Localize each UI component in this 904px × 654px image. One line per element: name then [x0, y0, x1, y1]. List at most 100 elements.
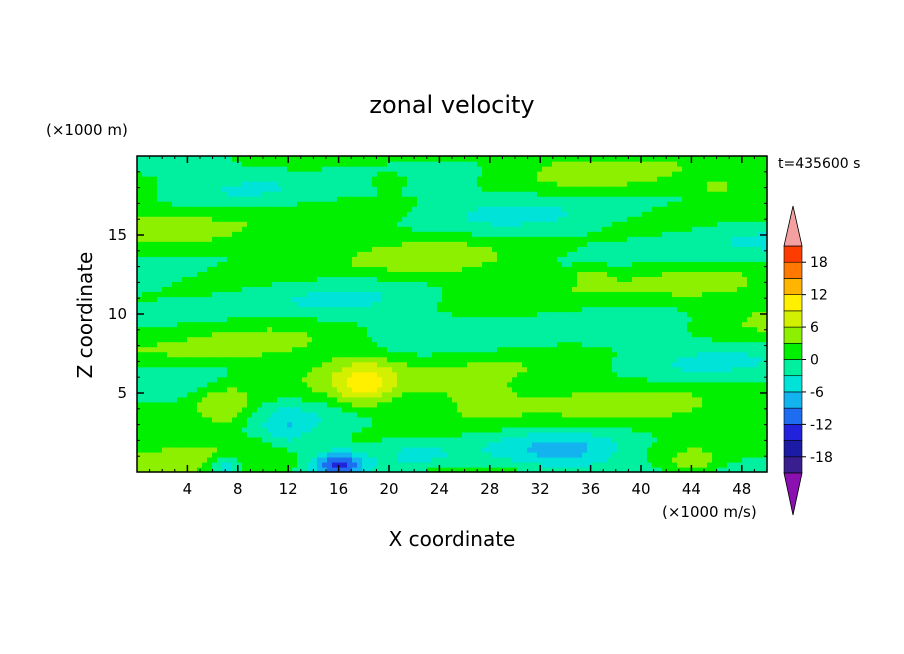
field-cell [467, 461, 473, 468]
field-cell [337, 386, 343, 393]
field-cell [167, 401, 173, 408]
field-cell [372, 306, 378, 313]
field-cell [712, 361, 718, 368]
field-cell [667, 281, 673, 288]
field-cell [197, 271, 203, 277]
field-cell [467, 396, 473, 403]
field-cell [557, 386, 563, 393]
field-cell [152, 451, 158, 458]
field-cell [567, 306, 573, 313]
field-cell [217, 411, 223, 418]
field-cell [477, 426, 483, 433]
field-cell [162, 461, 168, 468]
field-cell [302, 431, 308, 438]
field-cell [567, 286, 573, 293]
field-cell [337, 396, 343, 403]
field-cell [337, 406, 343, 413]
field-cell [257, 401, 263, 408]
field-cell [482, 331, 488, 338]
field-cell [482, 441, 488, 448]
field-cell [227, 356, 233, 363]
field-cell [242, 316, 248, 323]
field-cell [622, 461, 628, 468]
field-cell [337, 371, 343, 378]
field-cell [447, 386, 453, 393]
field-cell [592, 416, 598, 423]
field-cell [617, 406, 623, 413]
field-cell [252, 376, 258, 383]
field-cell [357, 376, 363, 383]
field-cell [502, 316, 508, 323]
field-cell [637, 396, 643, 403]
field-cell [747, 321, 753, 328]
field-cell [337, 311, 343, 318]
field-cell [732, 286, 738, 293]
field-cell [682, 421, 688, 428]
field-cell [472, 346, 478, 353]
field-cell [452, 301, 458, 308]
field-cell [502, 396, 508, 403]
field-cell [662, 276, 668, 282]
field-cell [547, 281, 553, 288]
field-cell [172, 336, 178, 343]
field-cell [427, 296, 433, 303]
field-cell [227, 371, 233, 378]
field-cell [607, 281, 613, 288]
field-cell [532, 416, 538, 423]
field-cell [632, 316, 638, 323]
field-cell [617, 336, 623, 343]
field-cell [212, 411, 218, 418]
field-cell [377, 386, 383, 393]
field-cell [172, 286, 178, 293]
field-cell [537, 366, 543, 373]
field-cell [217, 406, 223, 413]
field-cell [237, 426, 243, 433]
field-cell [387, 376, 393, 383]
field-cell [717, 456, 723, 463]
field-cell [157, 326, 163, 333]
field-cell [462, 431, 468, 438]
field-cell [377, 381, 383, 388]
field-cell [682, 346, 688, 353]
field-cell [652, 446, 658, 453]
field-cell [347, 326, 353, 333]
field-cell [587, 396, 593, 403]
field-cell [697, 306, 703, 313]
field-cell [232, 466, 238, 473]
field-cell [567, 301, 573, 308]
field-cell [392, 461, 398, 468]
field-cell [557, 296, 563, 303]
field-cell [512, 271, 518, 277]
field-cell [537, 291, 543, 298]
field-cell [742, 336, 748, 343]
field-cell [612, 306, 618, 313]
field-cell [342, 376, 348, 383]
field-cell [562, 281, 568, 288]
field-cell [392, 371, 398, 378]
field-cell [262, 361, 268, 368]
field-cell [137, 346, 143, 353]
field-cell [727, 401, 733, 408]
field-cell [302, 281, 308, 288]
field-cell [217, 466, 223, 473]
field-cell [317, 311, 323, 318]
field-cell [422, 306, 428, 313]
field-cell [142, 446, 148, 453]
field-cell [472, 361, 478, 368]
field-cell [367, 316, 373, 323]
field-cell [517, 391, 523, 398]
field-cell [182, 441, 188, 448]
field-cell [357, 366, 363, 373]
field-cell [172, 296, 178, 303]
field-cell [582, 301, 588, 308]
field-cell [352, 371, 358, 378]
field-cell [567, 381, 573, 388]
field-cell [672, 431, 678, 438]
field-cell [192, 446, 198, 453]
field-cell [707, 466, 713, 473]
field-cell [752, 396, 758, 403]
field-cell [637, 276, 643, 282]
field-cell [227, 451, 233, 458]
field-cell [187, 426, 193, 433]
field-cell [672, 401, 678, 408]
